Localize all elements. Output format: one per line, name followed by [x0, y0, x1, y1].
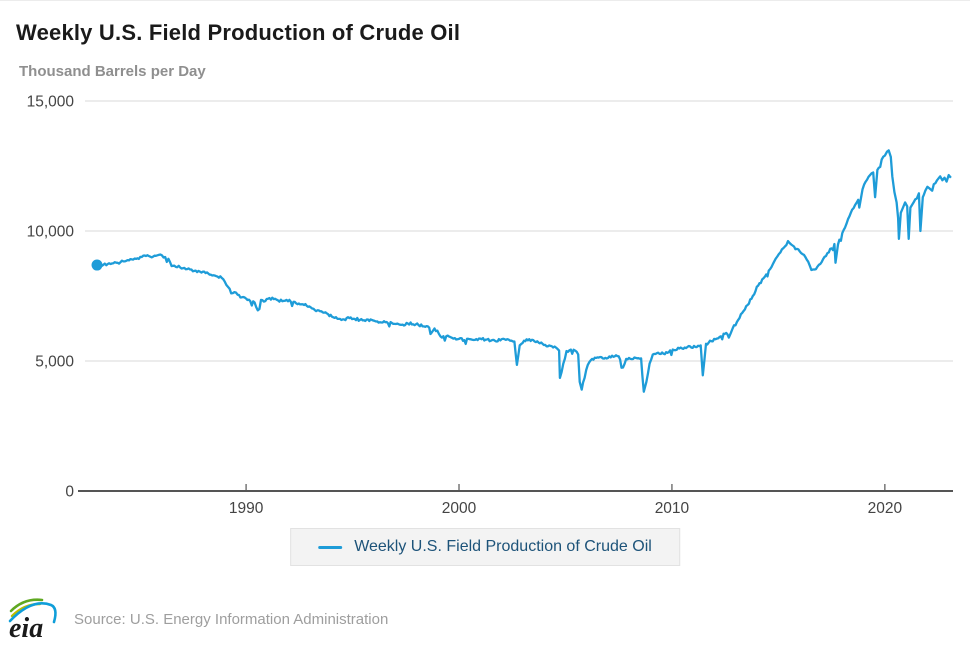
series-start-dot: [91, 259, 103, 271]
x-tick-label-2020: 2020: [868, 500, 903, 517]
x-tick-label-1990: 1990: [229, 500, 264, 517]
axis-tick-labels: 0 5,000 10,000 15,000 1990 2000 2010 2020: [27, 94, 903, 518]
y-tick-label-10000: 10,000: [27, 224, 75, 241]
legend-label: Weekly U.S. Field Production of Crude Oi…: [354, 538, 652, 555]
x-tick-label-2000: 2000: [442, 500, 477, 517]
x-axis: [78, 484, 953, 492]
legend-line-swatch: [318, 545, 343, 549]
y-tick-label-15000: 15,000: [27, 94, 75, 111]
eia-logo-text: eia: [9, 613, 43, 642]
production-line: [96, 149, 952, 393]
y-tick-label-0: 0: [65, 484, 74, 501]
source-attribution: Source: U.S. Energy Information Administ…: [74, 610, 389, 628]
eia-logo-icon: eia: [8, 598, 57, 642]
gridlines: [85, 100, 953, 362]
y-tick-label-5000: 5,000: [35, 354, 74, 371]
legend-item[interactable]: Weekly U.S. Field Production of Crude Oi…: [290, 528, 680, 566]
series-line: [91, 149, 952, 393]
source-row: eia Source: U.S. Energy Information Admi…: [8, 596, 388, 642]
y-axis-units-label: Thousand Barrels per Day: [19, 63, 206, 80]
x-tick-label-2010: 2010: [655, 500, 690, 517]
page-title: Weekly U.S. Field Production of Crude Oi…: [16, 20, 461, 45]
